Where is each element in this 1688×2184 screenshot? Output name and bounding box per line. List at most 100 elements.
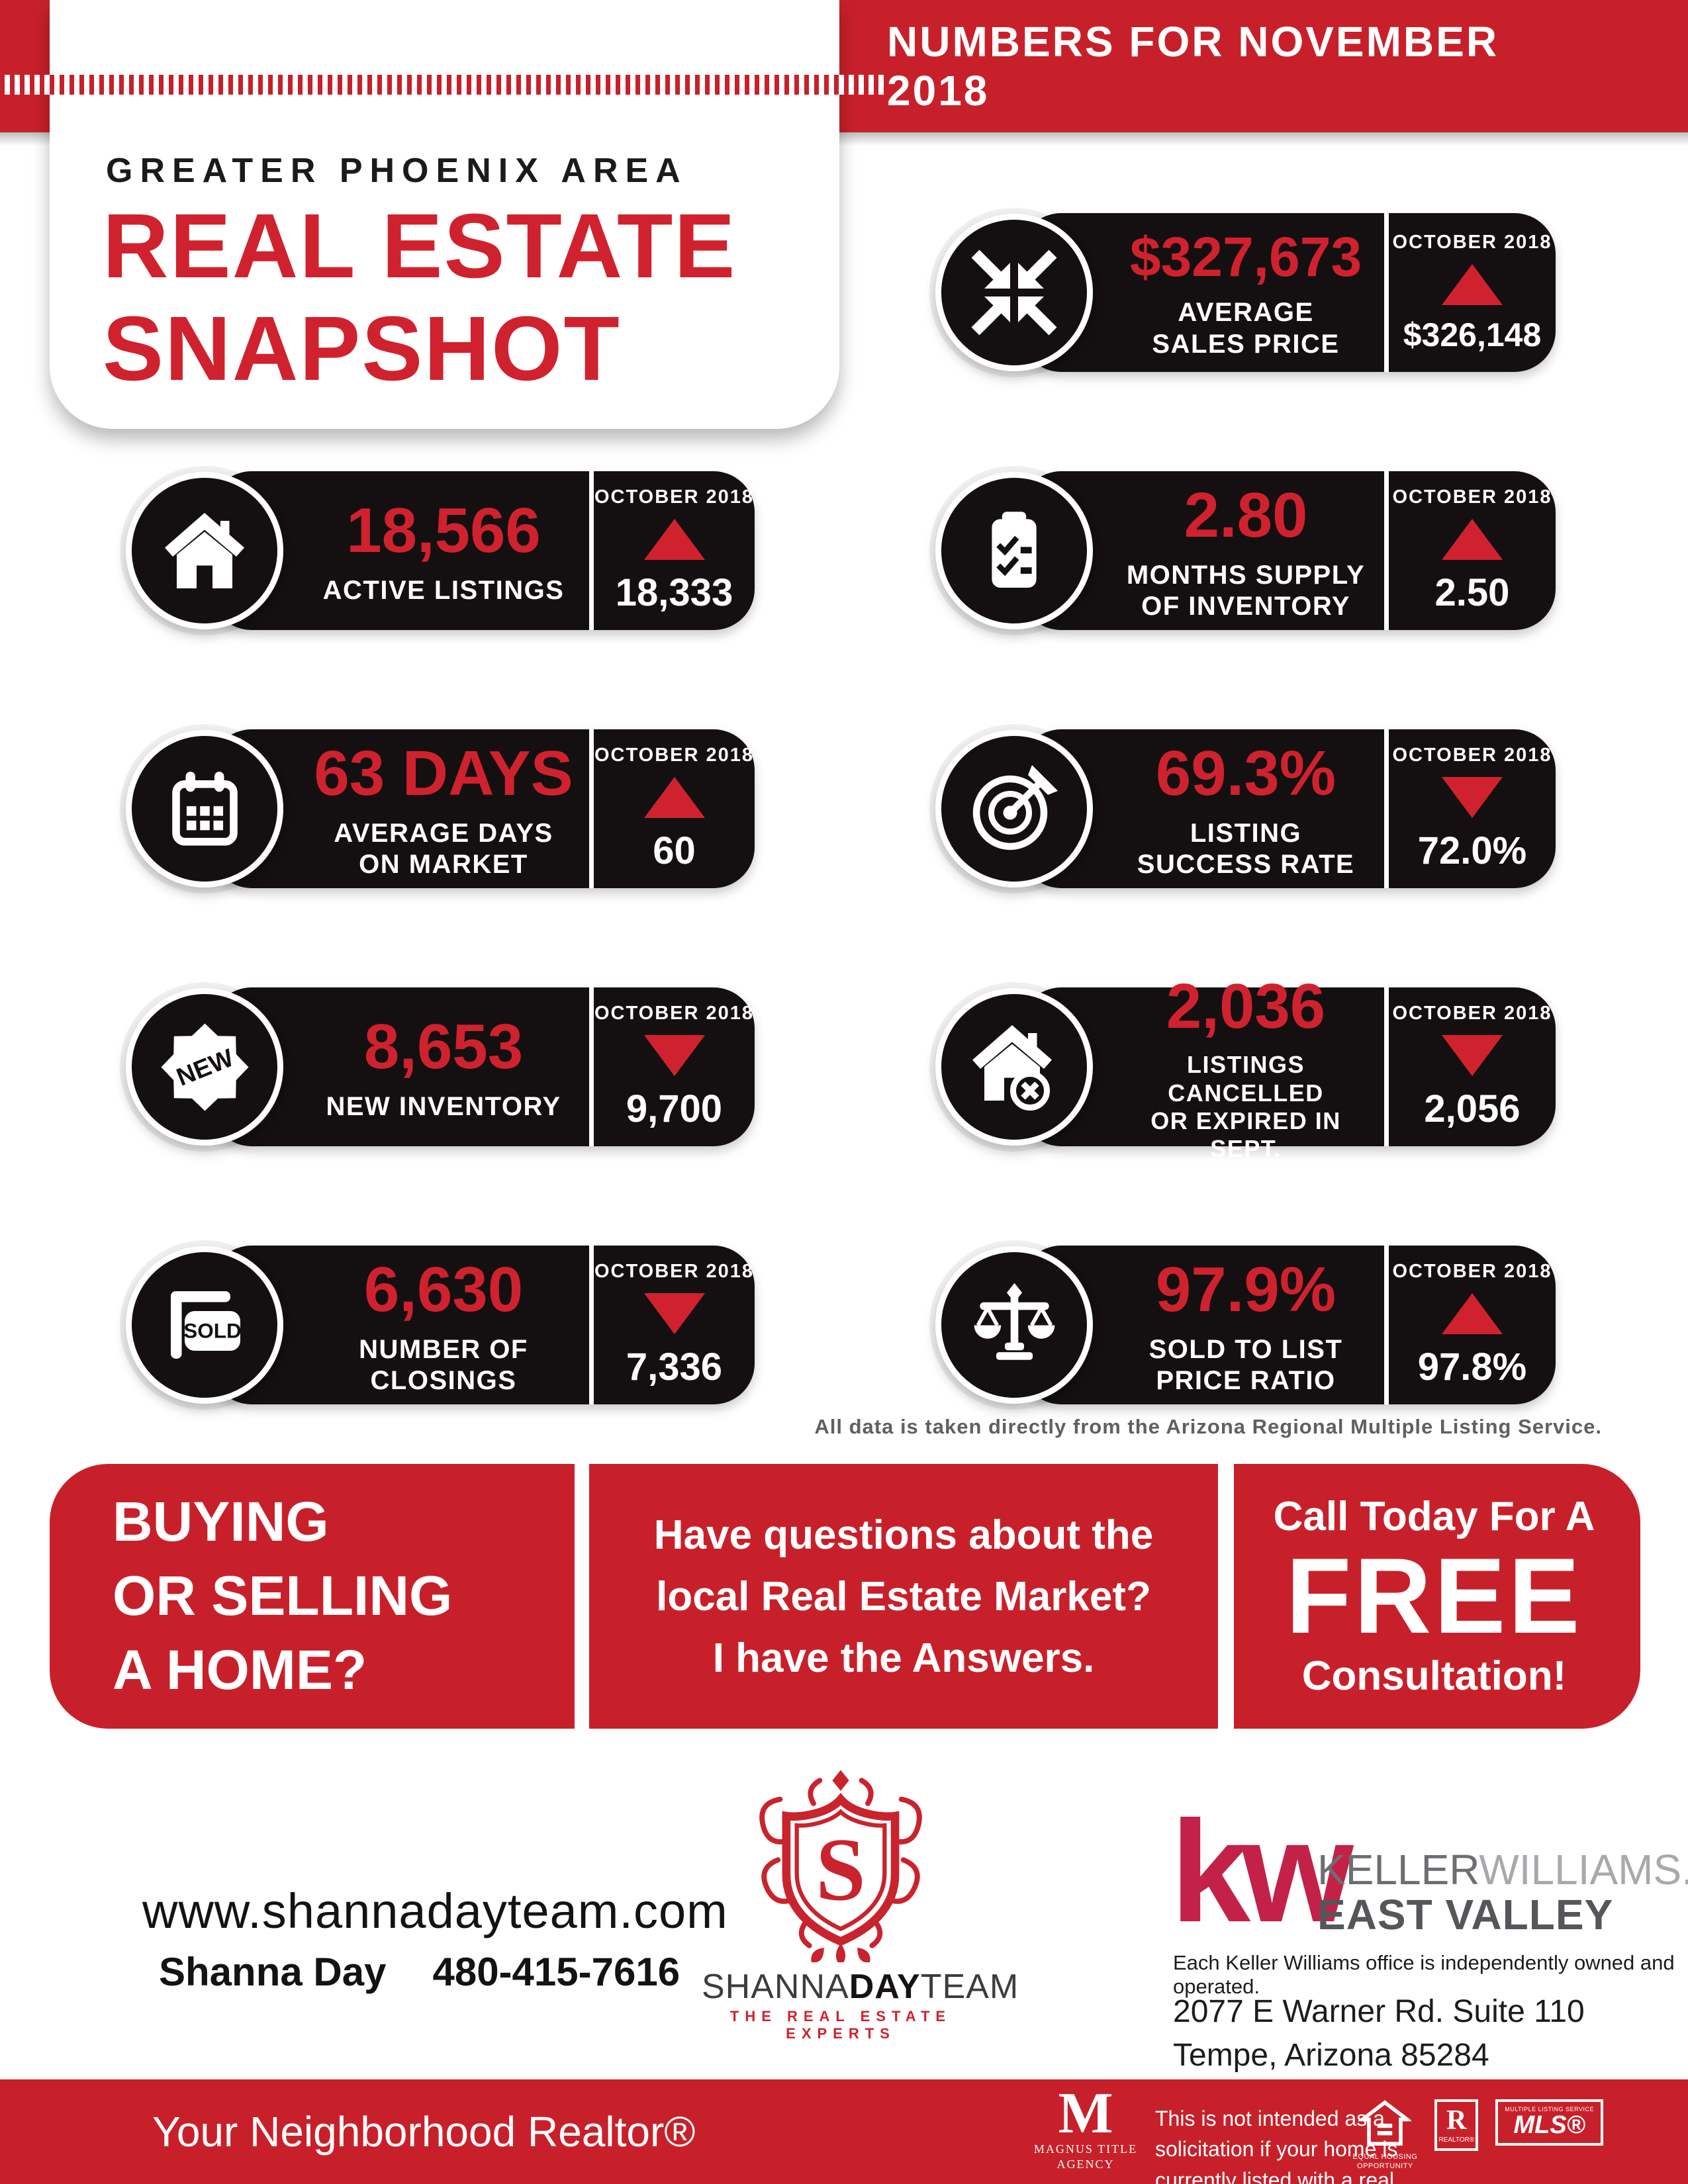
compare-month: OCTOBER 2018 [1392,1261,1552,1282]
compare-value: 2,056 [1424,1087,1521,1130]
stat-label: NUMBER OF CLOSINGS [359,1334,528,1395]
stat-icon-circle [935,472,1093,629]
realtor-r-icon: R [1446,2105,1467,2136]
compare-value: 7,336 [626,1345,723,1388]
stat-value: 2,036 [1166,971,1326,1042]
stat-icon-circle [126,730,283,887]
stat-value: 97.9% [1155,1253,1336,1325]
stat-value: $327,673 [1129,226,1362,289]
compare-value: 9,700 [626,1087,723,1130]
cta-offer: Call Today For A FREE Consultation! [1235,1464,1634,1729]
house-icon [165,513,244,588]
cta-headline-line: A HOME? [113,1638,367,1701]
cta-message-line: local Real Estate Market? [656,1573,1151,1619]
stat-pill-new-inventory: NEW 8,653 NEW INVENTORY OCTOBER 2018 9,7… [126,987,755,1146]
trend-down-icon [1442,777,1503,818]
trend-up-icon [1442,1293,1503,1334]
target-arrow-icon [972,765,1058,850]
stat-icon-circle [935,1246,1093,1404]
agent-name: Shanna Day [159,1950,387,1994]
association-badges: EQUAL HOUSING OPPORTUNITY R REALTOR® MUL… [1353,2099,1603,2171]
divider [1384,213,1389,372]
tick-stripe-decoration [0,75,884,95]
divider [1384,1246,1389,1404]
cta-message-line: I have the Answers. [712,1635,1095,1681]
divider [589,987,594,1146]
compare-value: 97.8% [1417,1345,1527,1388]
stat-pill-months-supply: 2.80 MONTHS SUPPLY OF INVENTORY OCTOBER … [935,471,1556,630]
mls-badge: MULTIPLE LISTING SERVICE MLS® [1495,2099,1603,2146]
new-badge-icon: NEW [161,1023,248,1111]
kw-office-name: EAST VALLEY [1317,1891,1614,1938]
agent-phone: 480-415-7616 [432,1950,680,1994]
divider [1384,729,1389,888]
equal-housing-badge: EQUAL HOUSING OPPORTUNITY [1353,2099,1418,2171]
house-x-icon [972,1025,1052,1111]
equal-housing-caption: EQUAL HOUSING OPPORTUNITY [1352,2153,1418,2170]
realtor-caption: REALTOR® [1438,2136,1475,2144]
agent-contact: Shanna Day 480-415-7616 [159,1949,680,1995]
cta-offer-free: FREE [1286,1535,1583,1656]
banner-title: NUMBERS FOR NOVEMBER 2018 [887,18,1499,114]
stat-value: 6,630 [363,1253,524,1325]
stat-label: LISTINGS CANCELLED OR EXPIRED IN SEPT. [1150,1051,1341,1163]
magnus-title-logo: M MAGNUS TITLE AGENCY [1033,2081,1139,2172]
team-tagline: THE REAL ESTATE EXPERTS [729,2008,952,2042]
hero-eyebrow: GREATER PHOENIX AREA [106,152,688,190]
compare-value: 18,333 [615,571,733,614]
sold-sign-text: SOLD [183,1319,242,1343]
compare-value: $326,148 [1403,316,1542,353]
compare-month: OCTOBER 2018 [1392,745,1552,766]
kw-brand-name: KELLERWILLIAMS. REALTY [1317,1845,1688,1894]
trend-up-icon [1442,519,1503,560]
stat-label: LISTING SUCCESS RATE [1137,818,1355,879]
cta-offer-bottom: Consultation! [1301,1653,1567,1700]
cta-headline-line: BUYING [113,1490,329,1553]
divider [589,471,594,630]
stat-icon-circle: SOLD [126,1246,283,1404]
team-wordmark-team: TEAM [920,1968,1019,2006]
trend-up-icon [643,519,705,560]
kw-brand-keller: KELLER [1317,1846,1479,1893]
mls-caption: MULTIPLE LISTING SERVICE [1505,2106,1594,2113]
sold-sign-icon: SOLD [171,1291,242,1359]
realtor-badge: R REALTOR® [1434,2099,1479,2151]
shanna-day-team-crest-logo: S [735,1764,947,1967]
compress-arrows-icon [971,250,1057,336]
hero-title-line1: REAL ESTATE [103,195,737,297]
stat-label: ACTIVE LISTINGS [322,576,565,606]
stat-pill-average-sales-price: $327,673 AVERAGE SALES PRICE OCTOBER 201… [935,213,1556,372]
kw-logo: kw [1170,1792,1354,1952]
compare-month: OCTOBER 2018 [1392,486,1552,508]
hero-card: GREATER PHOENIX AREA REAL ESTATE SNAPSHO… [50,0,839,429]
calendar-icon [171,771,238,846]
stat-pill-active-listings: 18,566 ACTIVE LISTINGS OCTOBER 2018 18,3… [126,471,755,630]
stat-pill-listing-success-rate: 69.3% LISTING SUCCESS RATE OCTOBER 2018 … [935,729,1556,888]
trend-up-icon [1442,263,1503,305]
stat-icon-circle [126,472,283,629]
bottom-bar [0,2079,1688,2184]
scales-icon [974,1283,1055,1360]
data-source-disclaimer: All data is taken directly from the Ariz… [814,1415,1602,1438]
stat-value: 18,566 [346,495,541,567]
team-wordmark: SHANNADAYTEAM [702,1967,1018,2007]
stat-pill-sold-to-list-ratio: 97.9% SOLD TO LIST PRICE RATIO OCTOBER 2… [935,1246,1556,1404]
stat-label: MONTHS SUPPLY OF INVENTORY [1126,560,1366,621]
compare-month: OCTOBER 2018 [594,1003,755,1024]
office-address-line2: Tempe, Arizona 85284 [1173,2038,1489,2073]
magnus-name: MAGNUS TITLE AGENCY [1033,2142,1138,2171]
magnus-monogram: M [1058,2081,1113,2146]
stat-value: 2.80 [1184,479,1308,551]
mls-wordmark: MLS® [1513,2111,1585,2139]
stat-icon-circle [935,730,1093,887]
stat-icon-circle: NEW [126,988,283,1146]
hero-title-line2: SNAPSHOT [103,297,621,400]
stat-icon-circle [935,214,1093,371]
stat-label: AVERAGE SALES PRICE [1152,298,1340,359]
cta-message: Have questions about the local Real Esta… [589,1464,1218,1729]
divider [1384,471,1389,630]
stat-pill-number-of-closings: SOLD 6,630 NUMBER OF CLOSINGS OCTOBER 20… [126,1246,755,1404]
divider [589,1246,594,1404]
compare-month: OCTOBER 2018 [594,745,755,766]
